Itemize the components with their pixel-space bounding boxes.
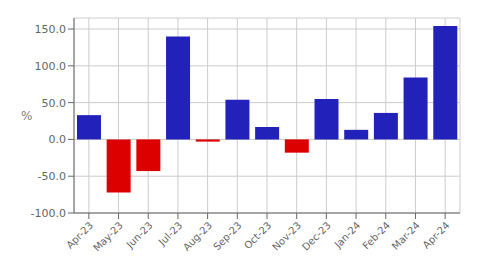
svg-text:Mar-24: Mar-24	[390, 220, 422, 252]
svg-text:-100.0: -100.0	[31, 207, 66, 220]
svg-text:Aug-23: Aug-23	[181, 220, 214, 253]
svg-text:100.0: 100.0	[35, 60, 67, 73]
svg-text:Apr-23: Apr-23	[64, 219, 96, 251]
svg-text:Jan-24: Jan-24	[332, 220, 363, 251]
svg-text:Feb-24: Feb-24	[360, 220, 392, 252]
svg-text:%: %	[21, 109, 32, 123]
svg-text:Apr-24: Apr-24	[420, 220, 451, 251]
svg-text:Dec-23: Dec-23	[300, 220, 333, 253]
svg-text:-50.0: -50.0	[38, 170, 66, 183]
svg-text:0.0: 0.0	[49, 133, 67, 146]
svg-text:May-23: May-23	[91, 220, 125, 254]
svg-text:Nov-23: Nov-23	[270, 220, 303, 253]
svg-text:Oct-23: Oct-23	[242, 220, 274, 252]
svg-text:Sep-23: Sep-23	[211, 220, 244, 253]
svg-text:Jun-23: Jun-23	[124, 220, 155, 251]
svg-text:Jul-23: Jul-23	[156, 220, 185, 249]
svg-text:50.0: 50.0	[42, 97, 67, 110]
svg-text:150.0: 150.0	[35, 23, 67, 36]
